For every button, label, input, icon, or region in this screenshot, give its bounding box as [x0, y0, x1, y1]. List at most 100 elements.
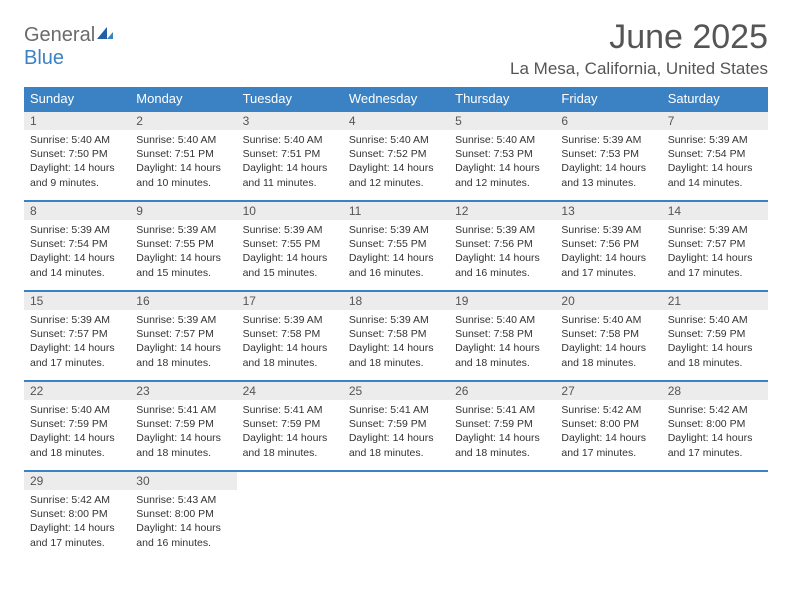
day-details: Sunrise: 5:40 AMSunset: 7:58 PMDaylight:… [555, 310, 661, 380]
daylight-text: Daylight: 14 hours and 17 minutes. [561, 251, 655, 279]
day-number: 17 [237, 292, 343, 310]
daylight-text: Daylight: 14 hours and 18 minutes. [561, 341, 655, 369]
calendar-day-cell: 11Sunrise: 5:39 AMSunset: 7:55 PMDayligh… [343, 201, 449, 291]
day-details: Sunrise: 5:39 AMSunset: 7:55 PMDaylight:… [130, 220, 236, 290]
sunset-text: Sunset: 7:57 PM [136, 327, 230, 341]
sunrise-text: Sunrise: 5:39 AM [455, 223, 549, 237]
day-number: 24 [237, 382, 343, 400]
sunrise-text: Sunrise: 5:40 AM [30, 133, 124, 147]
logo-sail-icon [95, 24, 115, 47]
day-details: Sunrise: 5:40 AMSunset: 7:59 PMDaylight:… [662, 310, 768, 380]
day-number: 3 [237, 112, 343, 130]
calendar-week-row: 15Sunrise: 5:39 AMSunset: 7:57 PMDayligh… [24, 291, 768, 381]
sunset-text: Sunset: 7:51 PM [243, 147, 337, 161]
daylight-text: Daylight: 14 hours and 15 minutes. [243, 251, 337, 279]
sunrise-text: Sunrise: 5:39 AM [349, 313, 443, 327]
day-number: 9 [130, 202, 236, 220]
calendar-day-cell: 25Sunrise: 5:41 AMSunset: 7:59 PMDayligh… [343, 381, 449, 471]
daylight-text: Daylight: 14 hours and 18 minutes. [349, 431, 443, 459]
day-number: 25 [343, 382, 449, 400]
sunrise-text: Sunrise: 5:39 AM [561, 133, 655, 147]
day-number: 5 [449, 112, 555, 130]
calendar-day-cell: .. [237, 471, 343, 560]
day-details: Sunrise: 5:42 AMSunset: 8:00 PMDaylight:… [555, 400, 661, 470]
day-details: Sunrise: 5:41 AMSunset: 7:59 PMDaylight:… [237, 400, 343, 470]
day-details: Sunrise: 5:40 AMSunset: 7:58 PMDaylight:… [449, 310, 555, 380]
calendar-day-cell: 8Sunrise: 5:39 AMSunset: 7:54 PMDaylight… [24, 201, 130, 291]
daylight-text: Daylight: 14 hours and 9 minutes. [30, 161, 124, 189]
calendar-day-cell: 17Sunrise: 5:39 AMSunset: 7:58 PMDayligh… [237, 291, 343, 381]
day-header-row: SundayMondayTuesdayWednesdayThursdayFrid… [24, 87, 768, 111]
sunset-text: Sunset: 7:59 PM [136, 417, 230, 431]
title-block: June 2025 La Mesa, California, United St… [510, 18, 768, 79]
daylight-text: Daylight: 14 hours and 15 minutes. [136, 251, 230, 279]
sunset-text: Sunset: 8:00 PM [668, 417, 762, 431]
day-number: 28 [662, 382, 768, 400]
day-details: Sunrise: 5:42 AMSunset: 8:00 PMDaylight:… [24, 490, 130, 560]
logo: General Blue [24, 18, 115, 70]
sunset-text: Sunset: 7:50 PM [30, 147, 124, 161]
sunrise-text: Sunrise: 5:40 AM [455, 313, 549, 327]
calendar-day-cell: 6Sunrise: 5:39 AMSunset: 7:53 PMDaylight… [555, 111, 661, 201]
day-number: 27 [555, 382, 661, 400]
day-header: Sunday [24, 87, 130, 111]
day-number: 19 [449, 292, 555, 310]
calendar-week-row: 8Sunrise: 5:39 AMSunset: 7:54 PMDaylight… [24, 201, 768, 291]
sunrise-text: Sunrise: 5:39 AM [136, 313, 230, 327]
sunrise-text: Sunrise: 5:40 AM [243, 133, 337, 147]
calendar-day-cell: 5Sunrise: 5:40 AMSunset: 7:53 PMDaylight… [449, 111, 555, 201]
sunrise-text: Sunrise: 5:40 AM [668, 313, 762, 327]
sunset-text: Sunset: 7:56 PM [455, 237, 549, 251]
sunrise-text: Sunrise: 5:43 AM [136, 493, 230, 507]
sunrise-text: Sunrise: 5:39 AM [243, 313, 337, 327]
calendar-day-cell: 21Sunrise: 5:40 AMSunset: 7:59 PMDayligh… [662, 291, 768, 381]
calendar-day-cell: 15Sunrise: 5:39 AMSunset: 7:57 PMDayligh… [24, 291, 130, 381]
sunset-text: Sunset: 7:55 PM [243, 237, 337, 251]
daylight-text: Daylight: 14 hours and 16 minutes. [455, 251, 549, 279]
sunset-text: Sunset: 8:00 PM [136, 507, 230, 521]
sunrise-text: Sunrise: 5:40 AM [30, 403, 124, 417]
day-details: Sunrise: 5:39 AMSunset: 7:58 PMDaylight:… [237, 310, 343, 380]
daylight-text: Daylight: 14 hours and 12 minutes. [455, 161, 549, 189]
calendar-day-cell: 7Sunrise: 5:39 AMSunset: 7:54 PMDaylight… [662, 111, 768, 201]
day-header: Monday [130, 87, 236, 111]
daylight-text: Daylight: 14 hours and 18 minutes. [349, 341, 443, 369]
daylight-text: Daylight: 14 hours and 17 minutes. [668, 251, 762, 279]
sunset-text: Sunset: 7:55 PM [136, 237, 230, 251]
calendar-table: SundayMondayTuesdayWednesdayThursdayFrid… [24, 87, 768, 560]
day-details: Sunrise: 5:39 AMSunset: 7:54 PMDaylight:… [24, 220, 130, 290]
day-details: Sunrise: 5:39 AMSunset: 7:57 PMDaylight:… [130, 310, 236, 380]
sunset-text: Sunset: 7:58 PM [561, 327, 655, 341]
daylight-text: Daylight: 14 hours and 11 minutes. [243, 161, 337, 189]
daylight-text: Daylight: 14 hours and 18 minutes. [136, 341, 230, 369]
day-details: Sunrise: 5:39 AMSunset: 7:58 PMDaylight:… [343, 310, 449, 380]
sunset-text: Sunset: 7:52 PM [349, 147, 443, 161]
calendar-day-cell: 12Sunrise: 5:39 AMSunset: 7:56 PMDayligh… [449, 201, 555, 291]
day-number: 26 [449, 382, 555, 400]
daylight-text: Daylight: 14 hours and 14 minutes. [30, 251, 124, 279]
day-number: 10 [237, 202, 343, 220]
calendar-day-cell: .. [343, 471, 449, 560]
sunset-text: Sunset: 7:58 PM [455, 327, 549, 341]
calendar-day-cell: 29Sunrise: 5:42 AMSunset: 8:00 PMDayligh… [24, 471, 130, 560]
day-details: Sunrise: 5:39 AMSunset: 7:57 PMDaylight:… [662, 220, 768, 290]
calendar-day-cell: 10Sunrise: 5:39 AMSunset: 7:55 PMDayligh… [237, 201, 343, 291]
sunrise-text: Sunrise: 5:42 AM [561, 403, 655, 417]
sunrise-text: Sunrise: 5:39 AM [561, 223, 655, 237]
sunset-text: Sunset: 7:57 PM [30, 327, 124, 341]
day-details: Sunrise: 5:39 AMSunset: 7:54 PMDaylight:… [662, 130, 768, 200]
calendar-day-cell: .. [662, 471, 768, 560]
sunset-text: Sunset: 8:00 PM [561, 417, 655, 431]
day-number: 16 [130, 292, 236, 310]
day-number: 7 [662, 112, 768, 130]
sunset-text: Sunset: 7:59 PM [243, 417, 337, 431]
daylight-text: Daylight: 14 hours and 10 minutes. [136, 161, 230, 189]
day-number: 23 [130, 382, 236, 400]
sunrise-text: Sunrise: 5:40 AM [561, 313, 655, 327]
header: General Blue June 2025 La Mesa, Californ… [24, 18, 768, 79]
sunset-text: Sunset: 7:55 PM [349, 237, 443, 251]
daylight-text: Daylight: 14 hours and 18 minutes. [668, 341, 762, 369]
calendar-day-cell: 23Sunrise: 5:41 AMSunset: 7:59 PMDayligh… [130, 381, 236, 471]
daylight-text: Daylight: 14 hours and 13 minutes. [561, 161, 655, 189]
calendar-day-cell: 13Sunrise: 5:39 AMSunset: 7:56 PMDayligh… [555, 201, 661, 291]
